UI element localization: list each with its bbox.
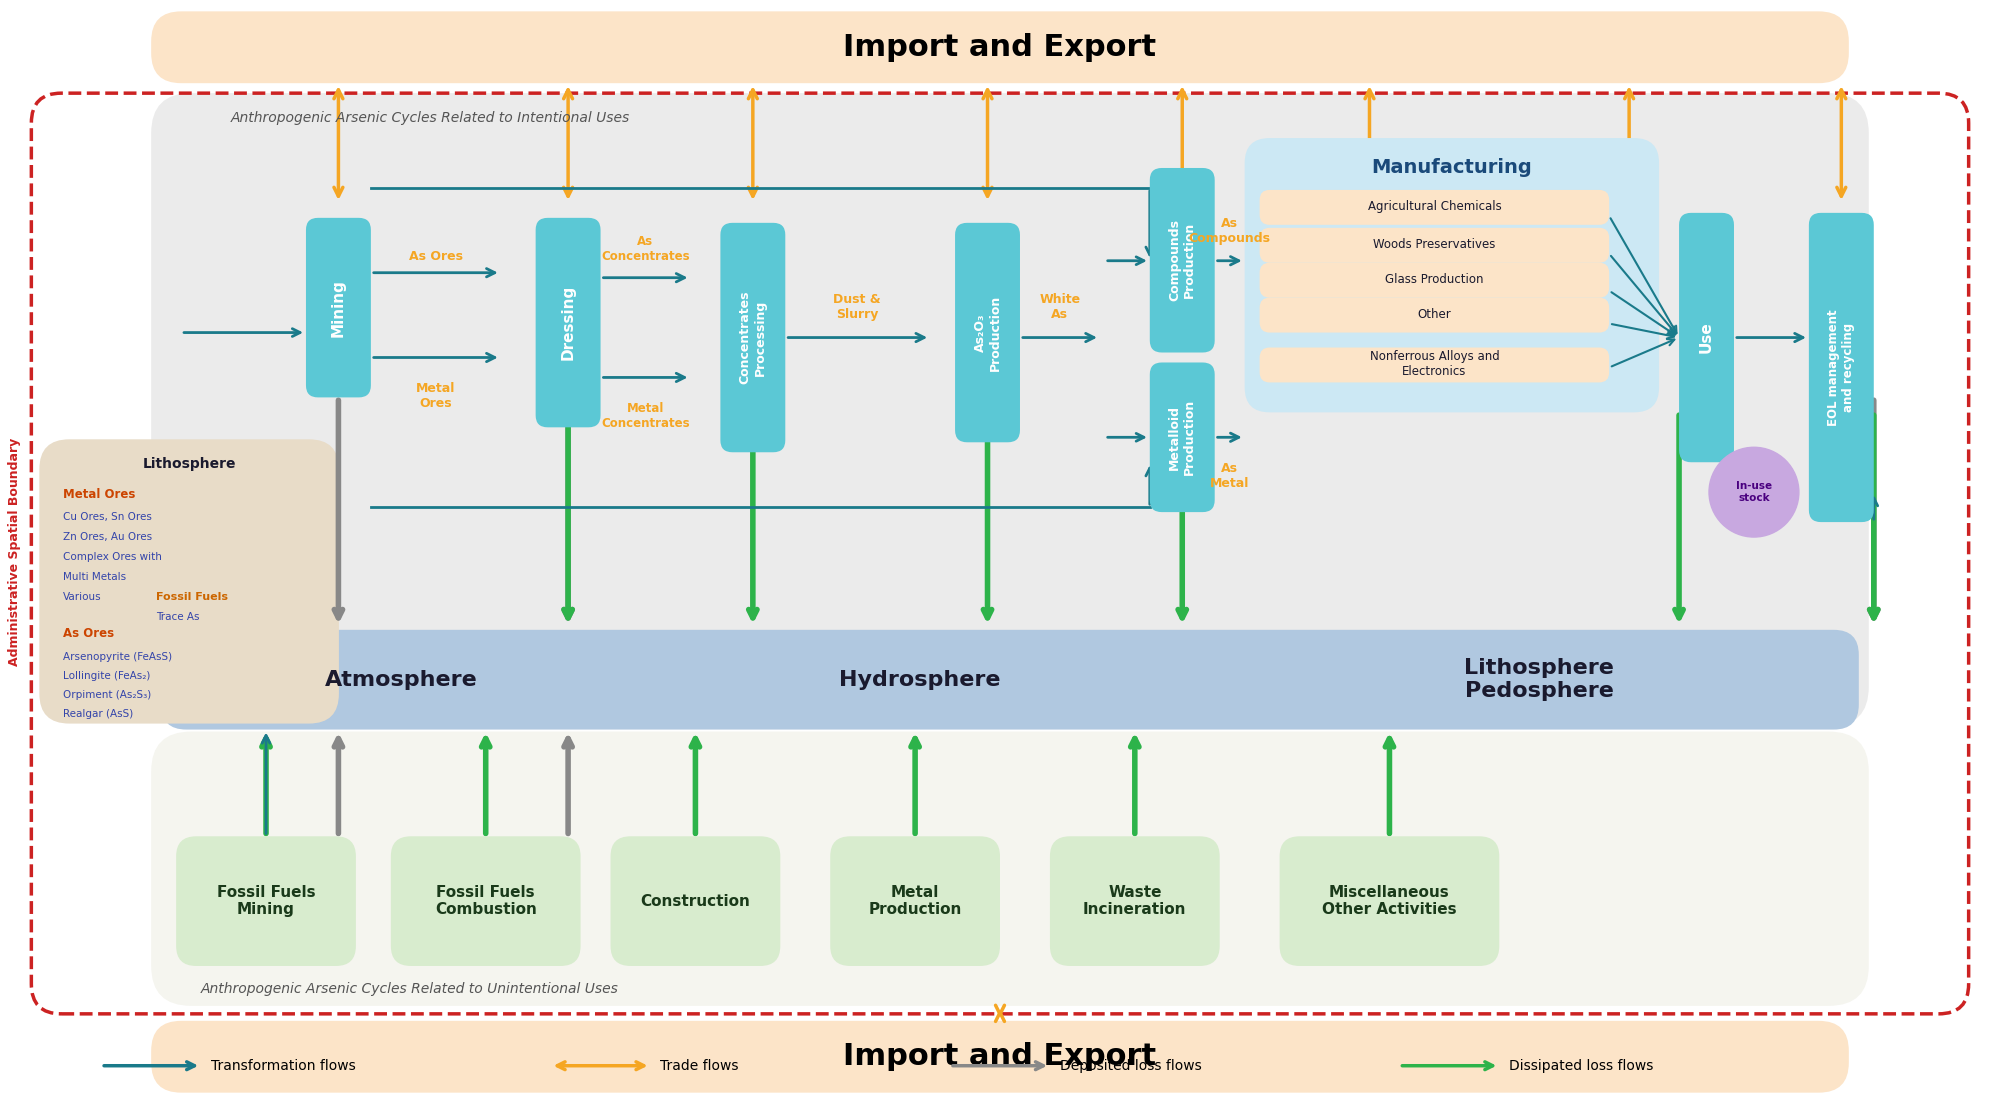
FancyBboxPatch shape <box>1260 348 1610 383</box>
Text: As₂O₃
Production: As₂O₃ Production <box>974 295 1002 370</box>
Text: Arsenopyrite (FeAsS): Arsenopyrite (FeAsS) <box>64 652 172 662</box>
FancyBboxPatch shape <box>176 836 356 966</box>
Text: Dust &
Slurry: Dust & Slurry <box>834 292 882 320</box>
Text: Atmosphere: Atmosphere <box>324 669 478 689</box>
Text: Agricultural Chemicals: Agricultural Chemicals <box>1368 200 1502 214</box>
FancyBboxPatch shape <box>390 836 580 966</box>
Text: Anthropogenic Arsenic Cycles Related to Intentional Uses: Anthropogenic Arsenic Cycles Related to … <box>232 111 630 125</box>
FancyBboxPatch shape <box>1260 262 1610 298</box>
Circle shape <box>1710 447 1798 537</box>
Text: Nonferrous Alloys and
Electronics: Nonferrous Alloys and Electronics <box>1370 350 1500 378</box>
FancyBboxPatch shape <box>1808 212 1874 523</box>
FancyBboxPatch shape <box>1280 836 1500 966</box>
Text: As Ores: As Ores <box>64 627 114 641</box>
Text: Glass Production: Glass Production <box>1386 274 1484 286</box>
Text: Lithosphere: Lithosphere <box>142 457 236 471</box>
FancyBboxPatch shape <box>1244 138 1660 413</box>
FancyBboxPatch shape <box>536 218 600 427</box>
Text: As
Metal: As Metal <box>1210 463 1250 490</box>
FancyBboxPatch shape <box>306 218 370 397</box>
Text: Metal Ores: Metal Ores <box>64 488 136 500</box>
Text: Anthropogenic Arsenic Cycles Related to Unintentional Uses: Anthropogenic Arsenic Cycles Related to … <box>202 982 618 996</box>
Text: Hydrosphere: Hydrosphere <box>840 669 1000 689</box>
FancyBboxPatch shape <box>1050 836 1220 966</box>
Text: Administrative Spatial Boundary: Administrative Spatial Boundary <box>8 438 20 666</box>
Text: Fossil Fuels
Combustion: Fossil Fuels Combustion <box>434 885 536 917</box>
Text: Dressing: Dressing <box>560 285 576 360</box>
Text: Concentrates
Processing: Concentrates Processing <box>738 291 766 385</box>
Text: Complex Ores with: Complex Ores with <box>64 552 162 562</box>
Text: Lollingite (FeAs₂): Lollingite (FeAs₂) <box>64 671 150 681</box>
Text: Deposited loss flows: Deposited loss flows <box>1060 1059 1202 1073</box>
Text: Multi Metals: Multi Metals <box>64 572 126 582</box>
Text: Miscellaneous
Other Activities: Miscellaneous Other Activities <box>1322 885 1456 917</box>
FancyBboxPatch shape <box>1260 228 1610 262</box>
Text: Use: Use <box>1700 321 1714 354</box>
FancyBboxPatch shape <box>1150 363 1214 513</box>
Text: Waste
Incineration: Waste Incineration <box>1084 885 1186 917</box>
FancyBboxPatch shape <box>610 836 780 966</box>
Text: Trace As: Trace As <box>156 612 200 622</box>
FancyBboxPatch shape <box>1260 298 1610 332</box>
Text: Manufacturing: Manufacturing <box>1370 159 1532 178</box>
FancyBboxPatch shape <box>152 93 1868 726</box>
FancyBboxPatch shape <box>830 836 1000 966</box>
Text: Metal
Ores: Metal Ores <box>416 383 456 410</box>
Text: Metalloid
Production: Metalloid Production <box>1168 399 1196 476</box>
Text: Mining: Mining <box>330 279 346 337</box>
Text: Import and Export: Import and Export <box>844 1042 1156 1071</box>
Text: As Ores: As Ores <box>408 250 462 262</box>
Text: Orpiment (As₂S₃): Orpiment (As₂S₃) <box>64 689 152 699</box>
Text: Construction: Construction <box>640 894 750 909</box>
FancyBboxPatch shape <box>152 11 1848 83</box>
Text: Fossil Fuels: Fossil Fuels <box>156 592 228 602</box>
Text: As
Concentrates: As Concentrates <box>602 235 690 262</box>
FancyBboxPatch shape <box>152 732 1868 1006</box>
FancyBboxPatch shape <box>152 1021 1848 1093</box>
Text: Metal
Production: Metal Production <box>868 885 962 917</box>
Text: Fossil Fuels
Mining: Fossil Fuels Mining <box>216 885 316 917</box>
Text: As
Compounds: As Compounds <box>1188 217 1270 245</box>
Text: Woods Preservatives: Woods Preservatives <box>1374 238 1496 251</box>
Text: Transformation flows: Transformation flows <box>212 1059 356 1073</box>
Text: Zn Ores, Au Ores: Zn Ores, Au Ores <box>64 532 152 542</box>
FancyBboxPatch shape <box>1680 212 1734 463</box>
FancyBboxPatch shape <box>40 439 338 724</box>
FancyBboxPatch shape <box>1150 168 1214 353</box>
Text: Compounds
Production: Compounds Production <box>1168 219 1196 301</box>
Text: Lithosphere
Pedosphere: Lithosphere Pedosphere <box>1464 658 1614 702</box>
Text: In-use
stock: In-use stock <box>1736 481 1772 503</box>
Text: Other: Other <box>1418 308 1452 321</box>
Text: EOL management
and recycling: EOL management and recycling <box>1828 309 1856 426</box>
FancyBboxPatch shape <box>956 222 1020 443</box>
Text: Various: Various <box>64 592 102 602</box>
Text: Metal
Concentrates: Metal Concentrates <box>602 403 690 430</box>
FancyBboxPatch shape <box>1260 190 1610 225</box>
FancyBboxPatch shape <box>720 222 786 453</box>
Text: White
As: White As <box>1040 292 1080 320</box>
Text: Import and Export: Import and Export <box>844 32 1156 62</box>
Text: Cu Ores, Sn Ores: Cu Ores, Sn Ores <box>64 513 152 523</box>
Text: Realgar (AsS): Realgar (AsS) <box>64 708 134 718</box>
Text: Dissipated loss flows: Dissipated loss flows <box>1510 1059 1654 1073</box>
FancyBboxPatch shape <box>162 629 1858 729</box>
Text: Trade flows: Trade flows <box>660 1059 738 1073</box>
